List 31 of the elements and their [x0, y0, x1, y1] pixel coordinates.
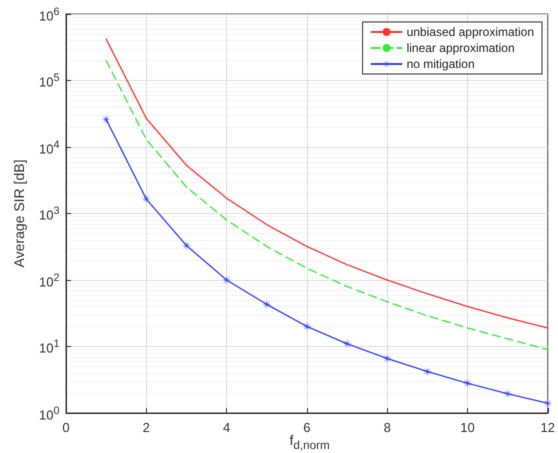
point — [181, 240, 192, 251]
legend-label: linear approximation — [406, 41, 515, 55]
x-tick-label: 6 — [303, 420, 310, 435]
point — [262, 299, 272, 310]
x-tick-label: 12 — [540, 420, 556, 435]
x-tick-label: 8 — [384, 420, 391, 435]
legend-label: unbiased approximation — [406, 25, 534, 39]
y-tick-label: 10$^{1}$ — [39, 338, 60, 356]
y-tick-label: 10$^{4}$ — [39, 138, 60, 156]
point — [141, 194, 152, 204]
x-tick-label: 2 — [142, 420, 150, 435]
x-axis-title: f$_{d,norm}$ — [290, 432, 330, 452]
x-tick-label: 10 — [460, 420, 475, 435]
y-tick-label: 10$^{2}$ — [39, 272, 60, 289]
x-tick-label: 0 — [62, 420, 70, 435]
point — [382, 354, 392, 364]
y-tick-label: 10$^{6}$ — [39, 6, 60, 23]
y-tick-label: 10$^{3}$ — [39, 205, 60, 222]
y-axis-title: Average SIR [dB] — [11, 160, 27, 268]
point — [542, 398, 553, 408]
point — [422, 366, 432, 377]
point — [222, 275, 232, 285]
y-tick-label: 10$^{0}$ — [39, 404, 60, 422]
point — [462, 378, 472, 388]
point — [342, 338, 352, 349]
point — [302, 321, 312, 332]
point — [502, 388, 513, 399]
x-tick-label: 4 — [222, 420, 230, 435]
legend-label: no mitigation — [406, 57, 475, 71]
point — [101, 114, 112, 124]
y-tick-label: 10$^{5}$ — [39, 72, 60, 90]
